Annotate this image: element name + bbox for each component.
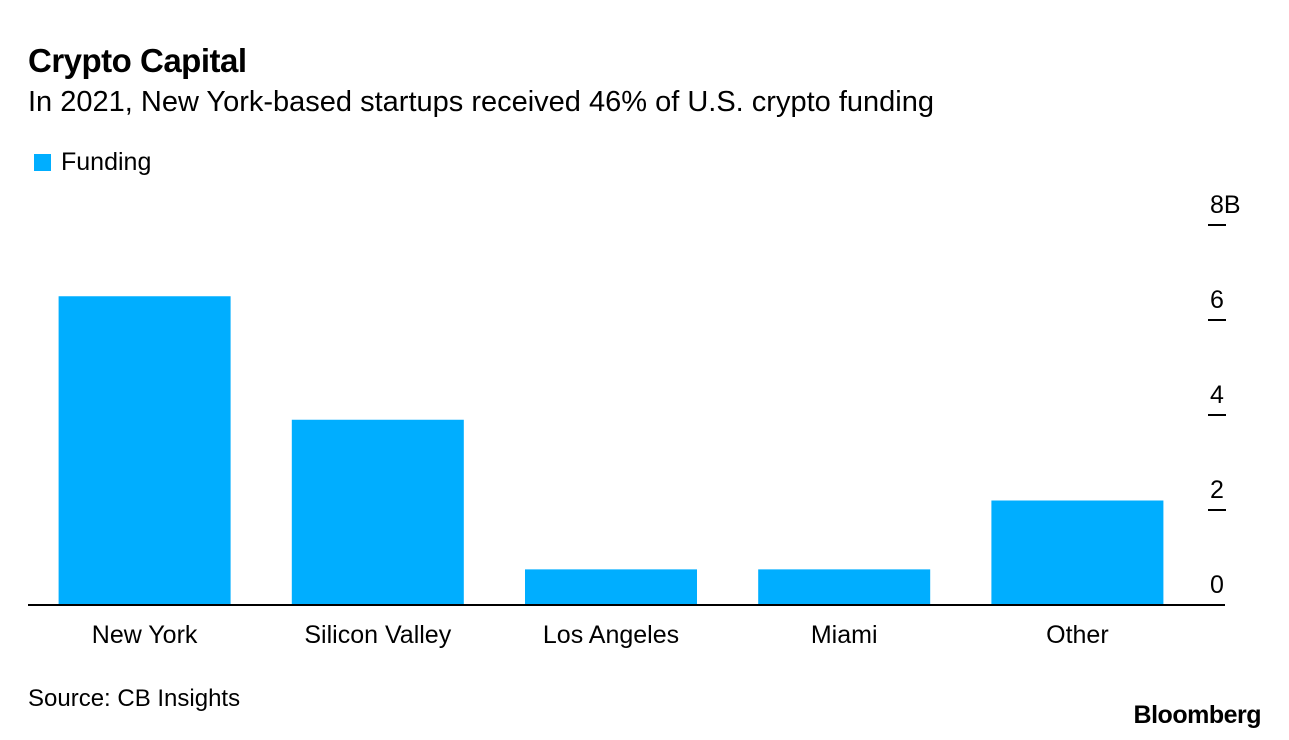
- y-tick-label: 4: [1210, 381, 1224, 409]
- x-tick-label: Other: [1046, 621, 1109, 649]
- y-tick-label: 2: [1210, 476, 1224, 504]
- x-tick-label: Silicon Valley: [304, 621, 451, 649]
- bloomberg-logo: Bloomberg: [1133, 701, 1262, 729]
- bar-silicon-valley: [291, 419, 464, 605]
- bar-other: [991, 500, 1164, 605]
- legend-swatch: [34, 154, 51, 171]
- bar-new-york: [58, 296, 231, 605]
- x-tick-label: Los Angeles: [543, 621, 679, 649]
- y-tick-label: 6: [1210, 286, 1224, 314]
- chart-subtitle: In 2021, New York-based startups receive…: [28, 86, 934, 118]
- bar-los-angeles: [525, 569, 697, 605]
- y-tick-label: 0: [1210, 571, 1224, 599]
- legend-label: Funding: [61, 148, 152, 176]
- chart-title: Crypto Capital: [28, 42, 247, 79]
- x-tick-label: Miami: [811, 621, 878, 649]
- source-note: Source: CB Insights: [28, 685, 241, 712]
- x-tick-label: New York: [92, 621, 198, 649]
- legend: Funding: [34, 148, 151, 177]
- bar-miami: [758, 569, 931, 605]
- y-tick-label: 8B: [1210, 191, 1241, 219]
